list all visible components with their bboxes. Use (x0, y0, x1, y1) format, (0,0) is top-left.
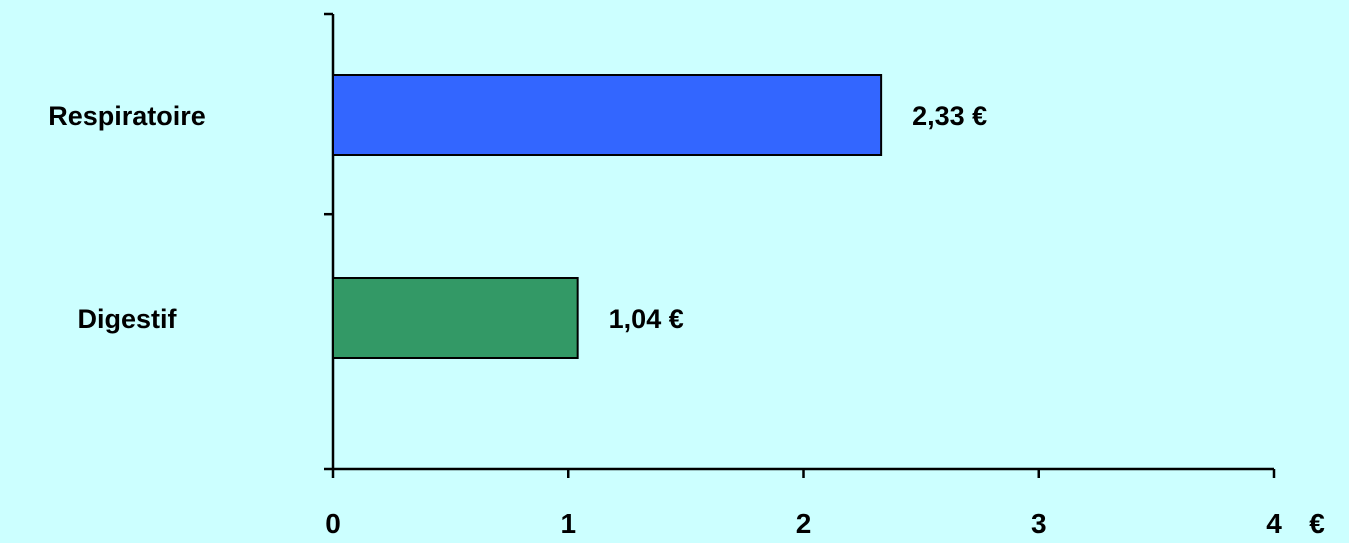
x-tick-label: 3 (1031, 508, 1047, 539)
x-tick-label: 2 (796, 508, 812, 539)
x-tick-label: 0 (325, 508, 341, 539)
category-label: Respiratoire (48, 101, 206, 131)
x-axis-unit-label: € (1309, 508, 1325, 539)
data-label: 1,04 € (609, 304, 684, 334)
x-tick-label: 4 (1266, 508, 1282, 539)
category-label: Digestif (77, 304, 177, 334)
data-label: 2,33 € (912, 101, 987, 131)
bar (332, 277, 579, 359)
labels: 0 1 2 3 4 € Respiratoire 2,33 € Digestif 1,04 € (48, 101, 1325, 539)
x-tick-label: 1 (560, 508, 576, 539)
bar (332, 74, 883, 156)
bars (332, 74, 883, 359)
